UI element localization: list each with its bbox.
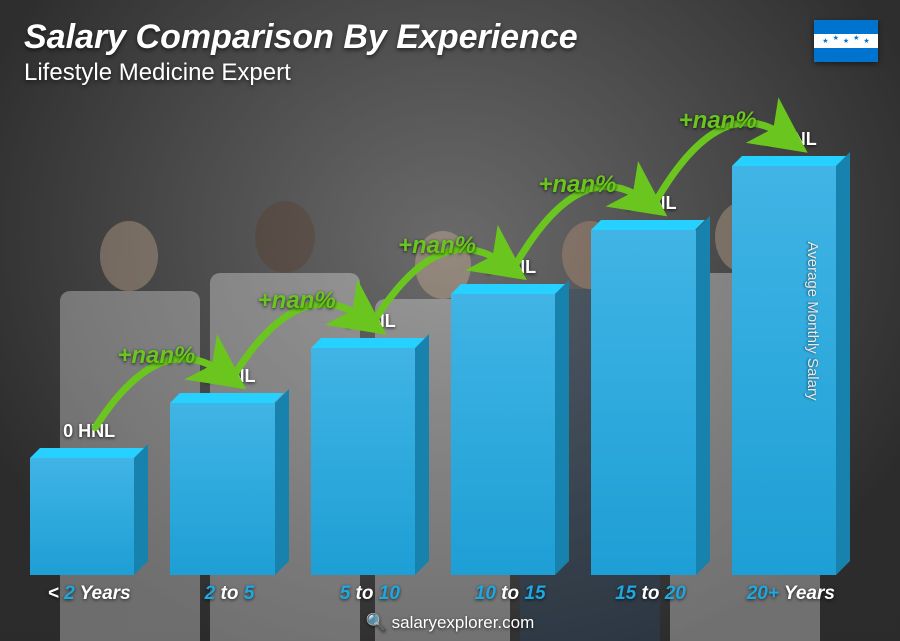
arrow-percent-label: +nan% xyxy=(117,342,195,370)
flag-stars: ★★★★★ xyxy=(814,34,878,48)
bar-chart: 0 HNL0 HNL0 HNL0 HNL0 HNL0 HNL +nan%+nan… xyxy=(30,120,850,575)
x-axis-label: < 2 Years xyxy=(30,583,148,605)
arrow-percent-label: +nan% xyxy=(258,287,336,315)
country-flag-honduras: ★★★★★ xyxy=(814,20,878,62)
flag-stripe xyxy=(814,48,878,62)
x-axis: < 2 Years 2 to 5 5 to 10 10 to 15 15 to 20 20… xyxy=(30,583,850,605)
footer: 🔍 salaryexplorer.com xyxy=(0,613,900,633)
chart-title: Salary Comparison By Experience xyxy=(24,18,578,57)
x-axis-label: 5 to 10 xyxy=(311,583,429,605)
arrow-percent-label: +nan% xyxy=(679,107,757,135)
footer-site: salaryexplorer.com xyxy=(392,613,535,632)
flag-stripe xyxy=(814,20,878,34)
x-axis-label: 10 to 15 xyxy=(451,583,569,605)
footer-icon: 🔍 xyxy=(366,613,387,632)
arrow-percent-label: +nan% xyxy=(538,171,616,199)
x-axis-label: 20+ Years xyxy=(732,583,850,605)
x-axis-label: 2 to 5 xyxy=(170,583,288,605)
y-axis-label: Average Monthly Salary xyxy=(804,241,821,400)
chart-subtitle: Lifestyle Medicine Expert xyxy=(24,59,578,87)
header: Salary Comparison By Experience Lifestyl… xyxy=(24,18,578,87)
x-axis-label: 15 to 20 xyxy=(591,583,709,605)
arrow-percent-label: +nan% xyxy=(398,232,476,260)
